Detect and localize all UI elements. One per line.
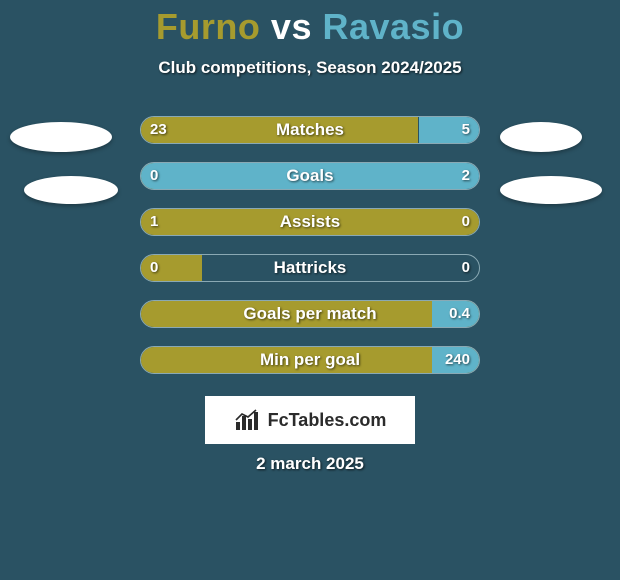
- bar-track: [140, 116, 480, 144]
- bar-track: [140, 346, 480, 374]
- bar-fill-left: [141, 117, 418, 143]
- player1-name: Furno: [156, 6, 260, 47]
- subtitle: Club competitions, Season 2024/2025: [0, 58, 620, 78]
- bar-fill-right: [419, 117, 480, 143]
- bar-fill-right: [432, 301, 479, 327]
- decorative-oval: [500, 122, 582, 152]
- brand-card: FcTables.com: [205, 396, 415, 444]
- decorative-oval: [500, 176, 602, 204]
- bar-track: [140, 162, 480, 190]
- stats-area: Matches235Goals02Assists10Hattricks00Goa…: [0, 116, 620, 374]
- bar-fill-right: [432, 347, 479, 373]
- stat-row: Assists10: [0, 208, 620, 236]
- bar-track: [140, 300, 480, 328]
- bar-fill-left: [141, 301, 479, 327]
- vs-text: vs: [271, 6, 312, 47]
- stat-row: Hattricks00: [0, 254, 620, 282]
- page-title: Furno vs Ravasio: [0, 0, 620, 48]
- bar-track: [140, 208, 480, 236]
- player2-name: Ravasio: [322, 6, 464, 47]
- brand-text: FcTables.com: [268, 410, 387, 431]
- bar-fill-left: [141, 209, 479, 235]
- comparison-canvas: Furno vs Ravasio Club competitions, Seas…: [0, 0, 620, 580]
- bar-track: [140, 254, 480, 282]
- stat-row: Min per goal240: [0, 346, 620, 374]
- bar-fill-left: [141, 255, 202, 281]
- decorative-oval: [10, 122, 112, 152]
- bars-icon: [234, 408, 262, 432]
- decorative-oval: [24, 176, 118, 204]
- stat-row: Goals per match0.4: [0, 300, 620, 328]
- bar-fill-left: [141, 347, 479, 373]
- bar-fill-right: [141, 163, 479, 189]
- date-text: 2 march 2025: [0, 454, 620, 474]
